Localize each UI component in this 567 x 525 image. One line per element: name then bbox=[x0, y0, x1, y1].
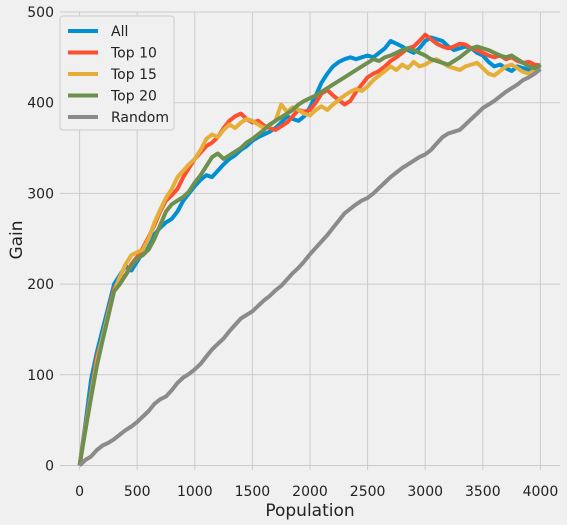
series-line-random bbox=[78, 67, 542, 467]
x-tick-label: 4000 bbox=[523, 484, 559, 500]
y-tick-label: 200 bbox=[27, 277, 54, 293]
y-tick-label: 100 bbox=[27, 368, 54, 384]
legend-label-top-15: Top 15 bbox=[110, 67, 157, 83]
x-tick-label: 1500 bbox=[235, 484, 271, 500]
series-layer bbox=[77, 32, 542, 467]
x-tick-label: 500 bbox=[124, 484, 151, 500]
y-axis-ticks: 0 100 200 300 400 500 bbox=[27, 5, 54, 474]
legend-label-random: Random bbox=[111, 110, 169, 126]
y-tick-label: 400 bbox=[27, 96, 54, 112]
y-tick-label: 300 bbox=[27, 186, 54, 202]
legend: All Top 10 Top 15 Top 20 Random bbox=[59, 15, 175, 131]
series-line-top-20 bbox=[77, 44, 542, 466]
legend-label-top-20: Top 20 bbox=[110, 89, 157, 105]
x-tick-label: 3000 bbox=[407, 484, 443, 500]
x-tick-label: 3500 bbox=[465, 484, 501, 500]
x-axis-ticks: 0 500 1000 1500 2000 2500 3000 3500 4000 bbox=[75, 484, 558, 500]
series-line-top-15 bbox=[77, 57, 542, 466]
x-tick-label: 2500 bbox=[350, 484, 386, 500]
legend-label-all: All bbox=[111, 24, 128, 40]
y-tick-label: 0 bbox=[45, 458, 54, 474]
y-axis-label: Gain bbox=[7, 220, 27, 259]
x-tick-label: 0 bbox=[75, 484, 84, 500]
legend-label-top-10: Top 10 bbox=[110, 46, 157, 62]
y-tick-label: 500 bbox=[27, 5, 54, 21]
x-tick-label: 2000 bbox=[292, 484, 328, 500]
x-tick-label: 1000 bbox=[177, 484, 213, 500]
legend-box bbox=[59, 15, 175, 131]
x-axis-label: Population bbox=[265, 501, 354, 521]
